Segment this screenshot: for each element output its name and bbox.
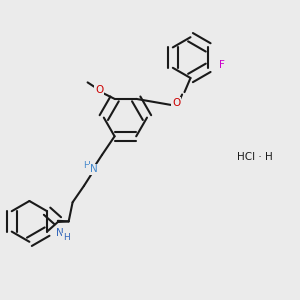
Text: HCl · H: HCl · H bbox=[237, 152, 273, 162]
Text: F: F bbox=[219, 60, 225, 70]
Text: N: N bbox=[90, 164, 98, 174]
Text: H: H bbox=[83, 160, 90, 169]
Text: H: H bbox=[63, 233, 70, 242]
Text: O: O bbox=[95, 85, 103, 95]
Text: N: N bbox=[56, 228, 64, 239]
Text: O: O bbox=[172, 98, 180, 108]
